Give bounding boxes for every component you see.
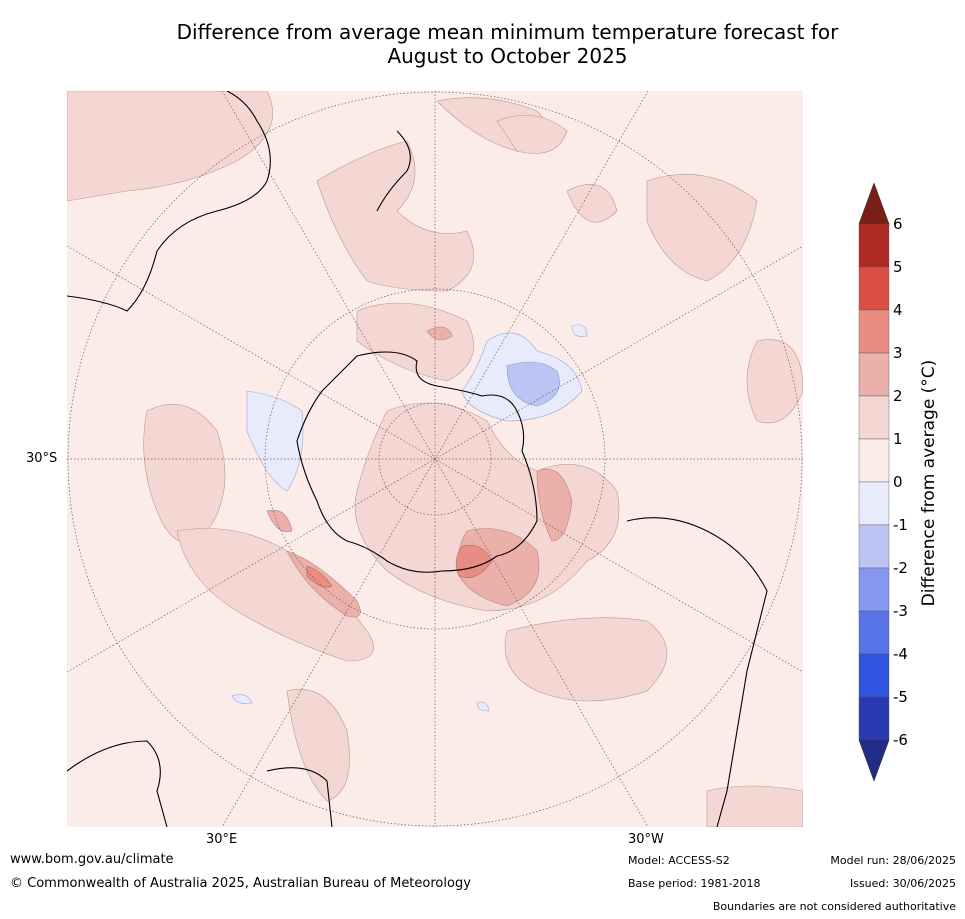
antarctica-coast	[296, 351, 538, 573]
colorbar-tick: -6	[893, 731, 908, 749]
colorbar-tick: 1	[893, 430, 903, 448]
south-america-coast	[626, 517, 768, 827]
colorbar-tick: 5	[893, 258, 903, 276]
map-title: Difference from average mean minimum tem…	[60, 20, 955, 68]
lon-label-30e: 30°E	[206, 832, 238, 847]
africa-coast	[67, 740, 168, 827]
map-canvas	[67, 91, 803, 827]
colorbar-tick: 2	[893, 387, 903, 405]
lon-label-30w: 30°W	[628, 832, 664, 847]
footer-model: Model: ACCESS-S2	[628, 854, 730, 867]
colorbar-tick: 0	[893, 473, 903, 491]
colorbar-label-unit: °C)	[919, 359, 939, 387]
anomaly-band-neg-1-2	[506, 361, 560, 407]
footer-disclaimer: Boundaries are not considered authoritat…	[712, 900, 956, 913]
footer-url[interactable]: www.bom.gov.au/climate	[10, 852, 174, 867]
anomaly-map	[67, 91, 803, 827]
title-line-1: Difference from average mean minimum tem…	[176, 20, 839, 44]
colorbar-label: Difference from average (°C)	[919, 360, 939, 607]
colorbar-tick: -2	[893, 559, 908, 577]
colorbar-tick: -4	[893, 645, 908, 663]
colorbar-graphic	[858, 183, 890, 782]
colorbar-max-arrow	[858, 183, 890, 225]
anomaly-band-1-2	[67, 91, 803, 827]
footer-model-run: Model run: 28/06/2025	[830, 854, 956, 867]
colorbar-tick: -5	[893, 688, 908, 706]
colorbar-tick: 3	[893, 344, 903, 362]
footer-copyright: © Commonwealth of Australia 2025, Austra…	[10, 876, 471, 891]
colorbar-label-text: Difference from average (	[919, 386, 939, 607]
colorbar-tick: 6	[893, 215, 903, 233]
footer-base-period: Base period: 1981-2018	[628, 877, 761, 890]
footer-issued: Issued: 30/06/2025	[849, 877, 956, 890]
title-line-2: August to October 2025	[387, 44, 628, 68]
colorbar: 6 5 4 3 2 1 0 -1 -2 -3 -4 -5 -6	[858, 183, 963, 783]
colorbar-tick: -3	[893, 602, 908, 620]
madagascar-coast	[266, 767, 333, 827]
new-zealand-coast	[376, 130, 411, 212]
coastlines	[67, 91, 768, 827]
colorbar-tick: 4	[893, 301, 903, 319]
graticule	[67, 91, 803, 827]
colorbar-tick: -1	[893, 516, 908, 534]
lat-label-30s: 30°S	[26, 451, 58, 466]
colorbar-min-arrow	[858, 739, 890, 782]
australia-coast	[67, 91, 271, 312]
